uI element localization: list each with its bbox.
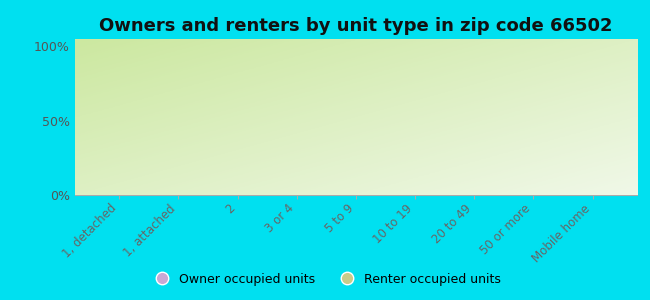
Bar	[396, 194, 415, 195]
Title: Owners and renters by unit type in zip code 66502: Owners and renters by unit type in zip c…	[99, 17, 612, 35]
Text: City-Data.com: City-Data.com	[554, 42, 629, 52]
Bar	[178, 182, 198, 195]
Bar	[296, 182, 316, 195]
Bar	[593, 186, 612, 195]
Bar	[455, 194, 474, 195]
Bar	[159, 183, 178, 195]
Bar	[415, 164, 434, 195]
Bar	[119, 153, 138, 195]
Bar	[218, 194, 237, 195]
Bar	[278, 194, 296, 195]
Bar	[100, 73, 119, 195]
Bar	[474, 179, 493, 195]
Bar	[573, 182, 593, 195]
Bar	[237, 174, 257, 195]
Legend: Owner occupied units, Renter occupied units: Owner occupied units, Renter occupied un…	[144, 268, 506, 291]
Bar	[356, 171, 375, 195]
Bar	[534, 188, 552, 195]
Bar	[337, 194, 356, 195]
